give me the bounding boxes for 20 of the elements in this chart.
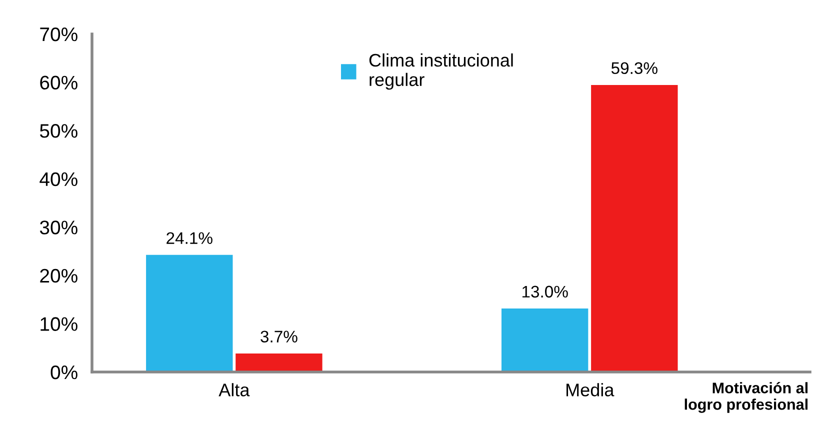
x-tick-label: Alta xyxy=(218,383,250,396)
y-tick-label: 70% xyxy=(40,27,78,42)
y-tick-label: 60% xyxy=(40,76,78,90)
x-axis-title: Motivación al logro profesional xyxy=(684,382,808,413)
data-label: 24.1% xyxy=(166,232,212,244)
y-tick-label: 30% xyxy=(40,220,78,234)
data-label: 59.3% xyxy=(611,62,658,74)
y-tick-label: 50% xyxy=(40,124,78,138)
bar xyxy=(591,84,678,372)
bar xyxy=(236,353,322,372)
y-tick-label: 10% xyxy=(40,317,78,331)
data-label: 13.0% xyxy=(522,286,568,298)
y-tick-label: 20% xyxy=(40,268,78,283)
bar xyxy=(146,254,233,372)
legend-label: Clima institucional regular xyxy=(369,53,513,90)
bar xyxy=(501,308,588,372)
y-tick-label: 40% xyxy=(40,172,78,186)
y-tick-label: 0% xyxy=(50,365,78,380)
data-label: 3.7% xyxy=(260,330,298,343)
x-tick-label: Media xyxy=(566,383,614,396)
